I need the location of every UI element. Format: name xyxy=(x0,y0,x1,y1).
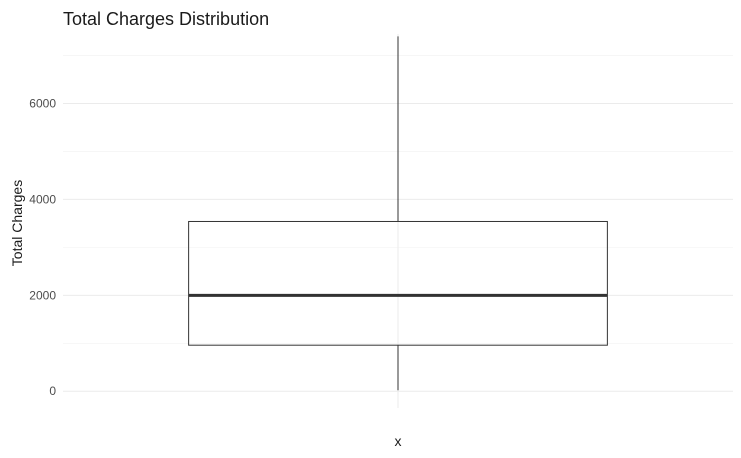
box-group xyxy=(188,36,608,391)
y-tick-label: 2000 xyxy=(29,288,56,302)
chart-title: Total Charges Distribution xyxy=(63,9,269,29)
y-tick-label: 4000 xyxy=(29,192,56,206)
x-axis-label: x xyxy=(395,433,402,449)
y-tick-label: 0 xyxy=(49,384,56,398)
y-tick-label: 6000 xyxy=(29,97,56,111)
y-axis-ticks: 0 2000 4000 6000 xyxy=(29,97,56,399)
box-iqr xyxy=(188,220,608,346)
y-axis-label: Total Charges xyxy=(9,180,25,266)
